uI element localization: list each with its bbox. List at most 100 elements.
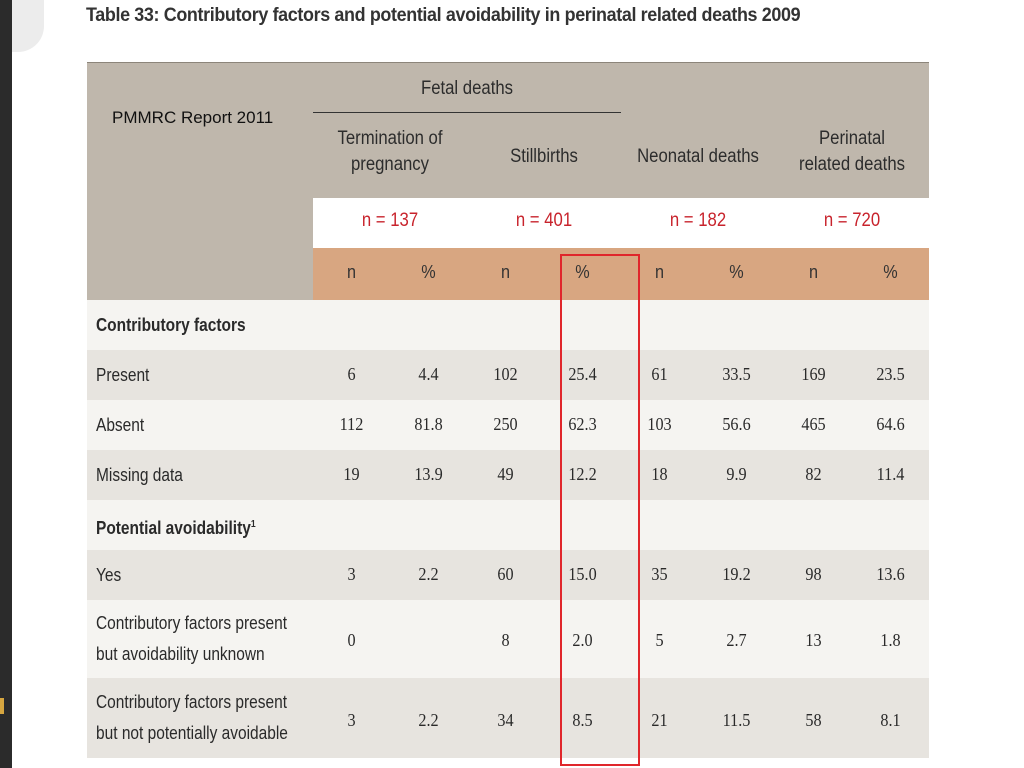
- table-cell: 58: [805, 710, 822, 730]
- table-cell: 250: [493, 414, 518, 434]
- data-table: PMMRC Report 2011 Fetal deaths Terminati…: [87, 62, 929, 758]
- slide-corner-decoration: [12, 0, 44, 52]
- table-cell: 35: [651, 564, 668, 584]
- table-row: Present 6 4.4 102 25.4 61 33.5 169 23.5: [87, 350, 929, 400]
- table-cell: 56.6: [722, 414, 751, 434]
- table-row: Missing data 19 13.9 49 12.2 18 9.9 82 1…: [87, 450, 929, 500]
- table-row: Contributory factors present but avoidab…: [87, 600, 929, 678]
- section-label: Potential avoidability1: [96, 510, 256, 543]
- fetal-deaths-header: Fetal deaths: [420, 78, 514, 99]
- table-cell: 103: [647, 414, 672, 434]
- table-cell: 4.4: [418, 364, 439, 384]
- table-cell: 0: [347, 630, 356, 650]
- report-label: PMMRC Report 2011: [112, 108, 274, 127]
- table-cell: 34: [497, 710, 514, 730]
- table-cell: 19: [343, 464, 360, 484]
- table-cell: 11.5: [722, 710, 751, 730]
- table-cell: 62.3: [568, 414, 597, 434]
- table-cell: 2.2: [418, 710, 439, 730]
- table-cell: 13.9: [414, 464, 443, 484]
- col-header-stillbirths: Stillbirths: [510, 146, 578, 167]
- table-cell: 8: [501, 630, 510, 650]
- table-cell: 8.1: [880, 710, 901, 730]
- subheader-percent: %: [421, 262, 436, 282]
- subheader-n: n: [346, 262, 356, 282]
- row-label-line1: Contributory factors present: [96, 692, 288, 712]
- window-left-edge: [0, 0, 12, 768]
- sample-size-band: [313, 198, 929, 248]
- n-stillbirths: n = 401: [515, 210, 573, 231]
- col-header-perinatal: Perinatal related deaths: [784, 126, 920, 178]
- col-header-termination-line2: pregnancy: [350, 154, 430, 175]
- table-title: Table 33: Contributory factors and poten…: [86, 4, 801, 26]
- subheader-n: n: [808, 262, 818, 282]
- table-cell: 60: [497, 564, 514, 584]
- table-cell: 12.2: [568, 464, 597, 484]
- col-header-neonatal: Neonatal deaths: [637, 146, 759, 167]
- section-label-text: Potential avoidability: [96, 518, 251, 538]
- stillbirths-percent-highlight: [560, 254, 640, 766]
- subheader-n: n: [500, 262, 510, 282]
- table-cell: 465: [801, 414, 826, 434]
- table-row: Yes 3 2.2 60 15.0 35 19.2 98 13.6: [87, 550, 929, 600]
- table-cell: 25.4: [568, 364, 597, 384]
- table-cell: 2.2: [418, 564, 439, 584]
- table-row: Absent 112 81.8 250 62.3 103 56.6 465 64…: [87, 400, 929, 450]
- row-label-line2: but avoidability unknown: [96, 644, 265, 664]
- row-label-line2: but not potentially avoidable: [96, 723, 288, 743]
- table-row: Contributory factors: [87, 300, 929, 350]
- row-label: Present: [96, 365, 150, 385]
- table-cell: 81.8: [414, 414, 443, 434]
- table-top-rule: [87, 62, 929, 63]
- table-cell: 11.4: [876, 464, 905, 484]
- row-label: Contributory factors present but not pot…: [96, 687, 288, 749]
- table-cell: 82: [805, 464, 822, 484]
- row-label: Contributory factors present but avoidab…: [96, 608, 287, 670]
- col-header-termination-line1: Termination of: [337, 128, 443, 149]
- table-cell: 19.2: [722, 564, 751, 584]
- table-cell: 102: [493, 364, 518, 384]
- table-cell: 98: [805, 564, 822, 584]
- table-cell: 18: [651, 464, 668, 484]
- table-cell: 169: [801, 364, 826, 384]
- table-cell: 112: [339, 414, 364, 434]
- table-cell: 1.8: [880, 630, 901, 650]
- subheader-percent: %: [575, 262, 590, 282]
- table-cell: 13.6: [876, 564, 905, 584]
- table-cell: 13: [805, 630, 822, 650]
- footnote-marker: 1: [250, 519, 256, 530]
- n-termination: n = 137: [361, 210, 419, 231]
- table-cell: 6: [347, 364, 356, 384]
- row-label: Missing data: [96, 465, 183, 485]
- edge-accent: [0, 698, 4, 714]
- table-cell: 61: [651, 364, 668, 384]
- subheader-percent: %: [729, 262, 744, 282]
- section-label: Contributory factors: [96, 315, 246, 335]
- table-cell: 3: [347, 710, 356, 730]
- n-neonatal: n = 182: [669, 210, 727, 231]
- table-cell: 64.6: [876, 414, 905, 434]
- table-cell: 15.0: [568, 564, 597, 584]
- fetal-deaths-rule: [313, 112, 621, 113]
- table-row: Potential avoidability1: [87, 500, 929, 550]
- table-cell: 23.5: [876, 364, 905, 384]
- row-label-line1: Contributory factors present: [96, 613, 288, 633]
- table-cell: 5: [655, 630, 664, 650]
- table-cell: 33.5: [722, 364, 751, 384]
- row-label: Absent: [96, 415, 145, 435]
- col-header-perinatal-line1: Perinatal: [819, 128, 885, 149]
- table-cell: 9.9: [726, 464, 747, 484]
- subheader-percent: %: [883, 262, 898, 282]
- subheader-n: n: [654, 262, 664, 282]
- n-perinatal: n = 720: [823, 210, 881, 231]
- col-header-perinatal-line2: related deaths: [799, 154, 905, 175]
- table-row: Contributory factors present but not pot…: [87, 678, 929, 758]
- col-header-termination: Termination of pregnancy: [322, 126, 458, 178]
- subheader-band: [313, 248, 929, 300]
- table-cell: 49: [497, 464, 514, 484]
- row-label: Yes: [96, 565, 122, 585]
- table-cell: 2.7: [726, 630, 747, 650]
- table-cell: 2.0: [572, 630, 593, 650]
- table-cell: 3: [347, 564, 356, 584]
- table-cell: 21: [651, 710, 668, 730]
